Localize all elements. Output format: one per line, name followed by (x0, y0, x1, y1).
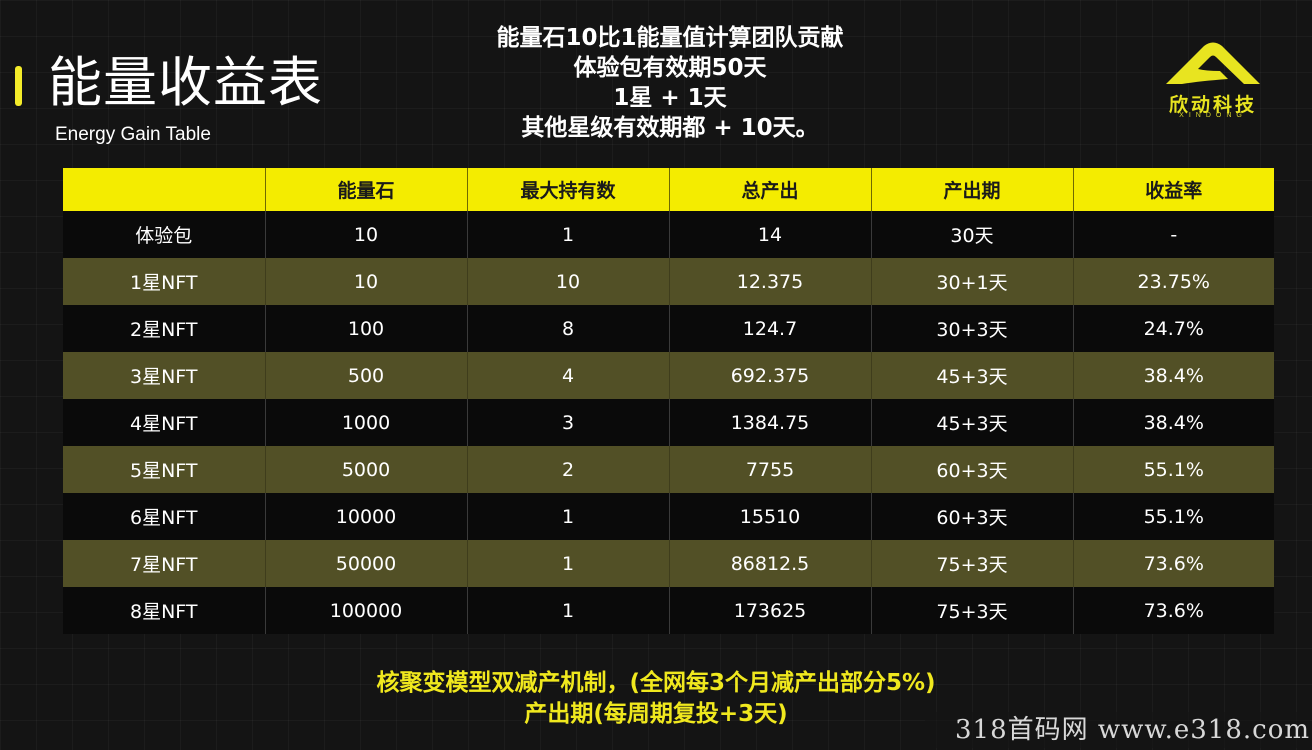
cell-row-label: 4星NFT (63, 399, 266, 446)
cell-output-period: 45+3天 (871, 399, 1074, 446)
table-row: 6星NFT 10000 1 15510 60+3天 55.1% (63, 493, 1274, 540)
cell-max-holding: 10 (467, 258, 670, 305)
cell-max-holding: 4 (467, 352, 670, 399)
footer-line: 核聚变模型双减产机制，(全网每3个月减产出部分5%) (376, 670, 936, 696)
cell-max-holding: 3 (467, 399, 670, 446)
cell-row-label: 3星NFT (63, 352, 266, 399)
cell-max-holding: 1 (467, 211, 670, 258)
column-header-max-holding: 最大持有数 (467, 168, 670, 211)
table-row: 1星NFT 10 10 12.375 30+1天 23.75% (63, 258, 1274, 305)
cell-energy-stone: 100000 (265, 587, 468, 634)
cell-yield-rate: 24.7% (1073, 305, 1274, 352)
column-header-energy-stone: 能量石 (265, 168, 468, 211)
note-line: 体验包有效期50天 (573, 55, 767, 81)
table-row: 2星NFT 100 8 124.7 30+3天 24.7% (63, 305, 1274, 352)
note-line: 1星 + 1天 (613, 85, 727, 111)
cell-total-output: 692.375 (669, 352, 872, 399)
cell-output-period: 75+3天 (871, 540, 1074, 587)
cell-yield-rate: 38.4% (1073, 399, 1274, 446)
column-header-total-output: 总产出 (669, 168, 872, 211)
cell-row-label: 5星NFT (63, 446, 266, 493)
page-title: 能量收益表 (48, 51, 323, 114)
cell-row-label: 8星NFT (63, 587, 266, 634)
cell-energy-stone: 10 (265, 211, 468, 258)
table-row: 8星NFT 100000 1 173625 75+3天 73.6% (63, 587, 1274, 634)
column-header-yield-rate: 收益率 (1073, 168, 1274, 211)
cell-total-output: 14 (669, 211, 872, 258)
cell-output-period: 60+3天 (871, 446, 1074, 493)
cell-total-output: 1384.75 (669, 399, 872, 446)
brand-name: 欣动科技 (1168, 94, 1257, 116)
cell-total-output: 86812.5 (669, 540, 872, 587)
cell-energy-stone: 10000 (265, 493, 468, 540)
column-header-label (63, 168, 266, 211)
cell-row-label: 7星NFT (63, 540, 266, 587)
notes-block: 能量石10比1能量值计算团队贡献 体验包有效期50天 1星 + 1天 其他星级有… (440, 23, 900, 143)
cell-energy-stone: 1000 (265, 399, 468, 446)
table-header-row: 能量石 最大持有数 总产出 产出期 收益率 (63, 168, 1274, 211)
cell-energy-stone: 50000 (265, 540, 468, 587)
table-row: 3星NFT 500 4 692.375 45+3天 38.4% (63, 352, 1274, 399)
table-row: 5星NFT 5000 2 7755 60+3天 55.1% (63, 446, 1274, 493)
cell-row-label: 6星NFT (63, 493, 266, 540)
cell-output-period: 45+3天 (871, 352, 1074, 399)
note-line: 能量石10比1能量值计算团队贡献 (496, 25, 844, 51)
column-header-output-period: 产出期 (871, 168, 1074, 211)
cell-yield-rate: 73.6% (1073, 587, 1274, 634)
cell-yield-rate: 38.4% (1073, 352, 1274, 399)
cell-energy-stone: 500 (265, 352, 468, 399)
brand-mark-icon (1166, 42, 1260, 84)
cell-max-holding: 8 (467, 305, 670, 352)
cell-yield-rate: 23.75% (1073, 258, 1274, 305)
table-row: 体验包 10 1 14 30天 - (63, 211, 1274, 258)
cell-yield-rate: 55.1% (1073, 446, 1274, 493)
cell-energy-stone: 5000 (265, 446, 468, 493)
table-row: 7星NFT 50000 1 86812.5 75+3天 73.6% (63, 540, 1274, 587)
cell-output-period: 30天 (871, 211, 1074, 258)
cell-yield-rate: 73.6% (1073, 540, 1274, 587)
cell-max-holding: 1 (467, 587, 670, 634)
cell-max-holding: 2 (467, 446, 670, 493)
cell-yield-rate: - (1073, 211, 1274, 258)
cell-energy-stone: 100 (265, 305, 468, 352)
cell-energy-stone: 10 (265, 258, 468, 305)
title-accent-bar (15, 66, 22, 106)
page-subtitle: Energy Gain Table (55, 124, 211, 145)
cell-total-output: 12.375 (669, 258, 872, 305)
watermark: 318首码网 www.e318.com (925, 712, 1310, 748)
cell-total-output: 15510 (669, 493, 872, 540)
cell-output-period: 30+1天 (871, 258, 1074, 305)
cell-total-output: 124.7 (669, 305, 872, 352)
cell-output-period: 60+3天 (871, 493, 1074, 540)
cell-yield-rate: 55.1% (1073, 493, 1274, 540)
cell-max-holding: 1 (467, 540, 670, 587)
footer-notes: 核聚变模型双减产机制，(全网每3个月减产出部分5%) 产出期(每周期复投+3天) (300, 668, 1012, 730)
cell-total-output: 7755 (669, 446, 872, 493)
energy-gain-table: 能量石 最大持有数 总产出 产出期 收益率 体验包 10 1 14 30天 -1星NFT 1… (63, 168, 1274, 634)
brand-logo: 欣动科技 XINDONG (1148, 40, 1278, 120)
note-line: 其他星级有效期都 + 10天。 (521, 115, 819, 141)
footer-line: 产出期(每周期复投+3天) (524, 701, 788, 727)
cell-row-label: 1星NFT (63, 258, 266, 305)
cell-output-period: 30+3天 (871, 305, 1074, 352)
cell-row-label: 2星NFT (63, 305, 266, 352)
table-row: 4星NFT 1000 3 1384.75 45+3天 38.4% (63, 399, 1274, 446)
cell-output-period: 75+3天 (871, 587, 1074, 634)
brand-sub: XINDONG (1179, 112, 1247, 119)
cell-row-label: 体验包 (63, 211, 266, 258)
cell-total-output: 173625 (669, 587, 872, 634)
cell-max-holding: 1 (467, 493, 670, 540)
